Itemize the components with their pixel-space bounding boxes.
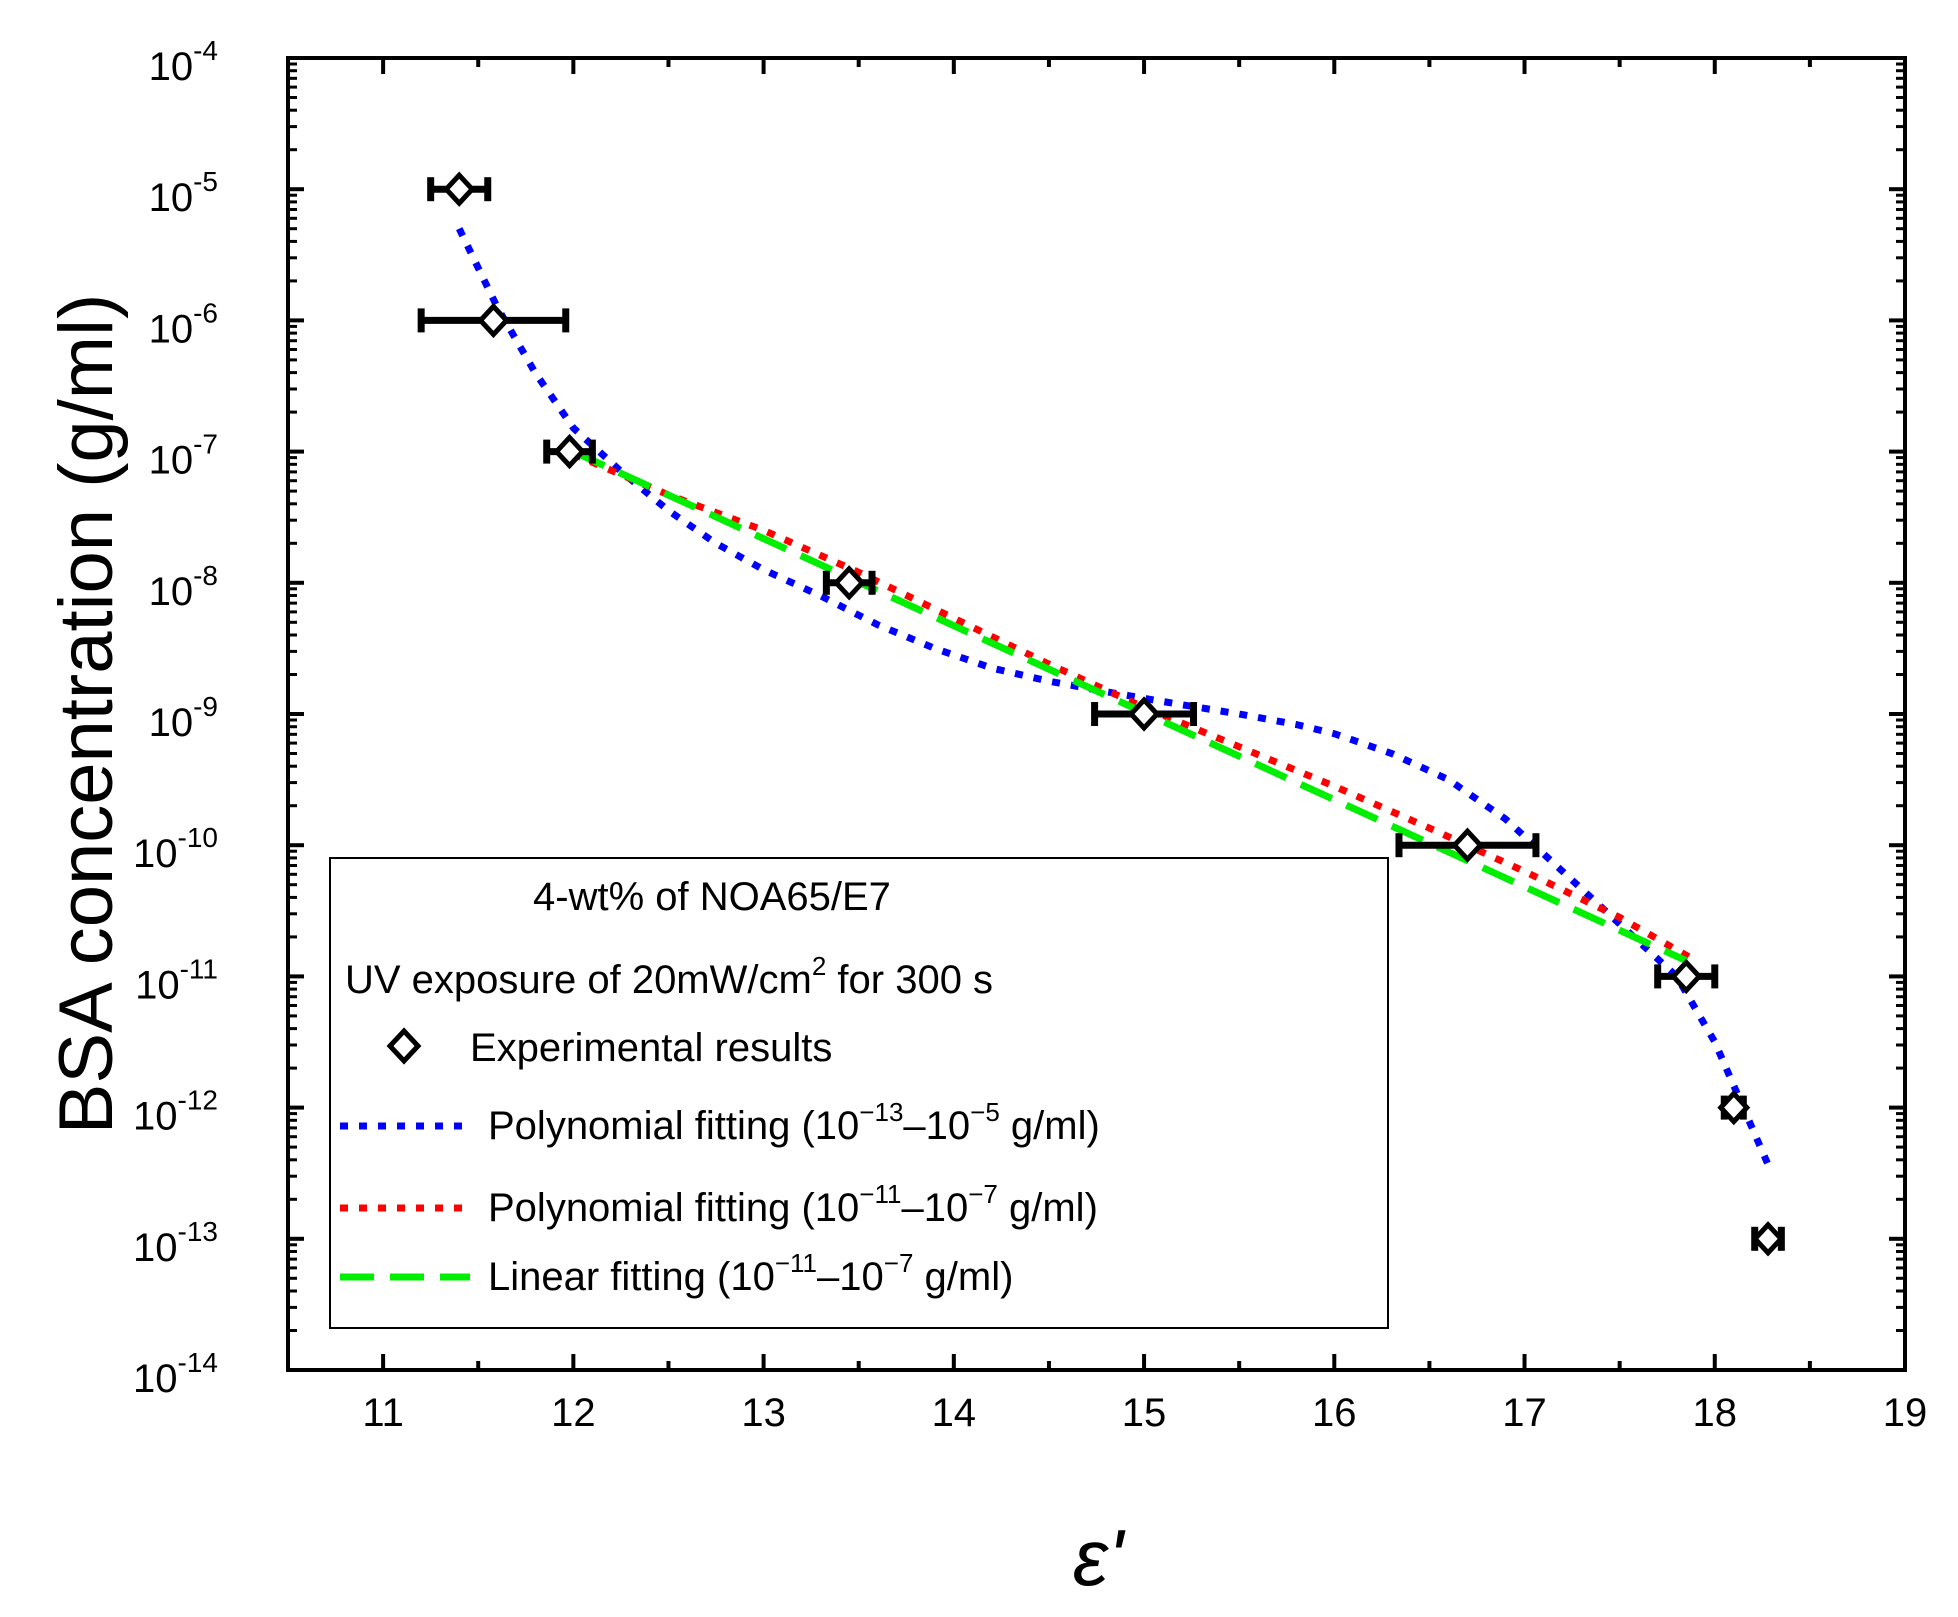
y-tick-exp: -8 [193, 560, 218, 591]
data-point-diamond [477, 302, 510, 339]
x-tick-labels: 11 12 13 14 15 16 17 18 19 [362, 1391, 1927, 1435]
y-tick-base: 10 [149, 570, 194, 614]
legend-title-2: UV exposure of 20mW/cm2 for 300 s [345, 951, 993, 1002]
y-tick-label: 10-5 [149, 166, 218, 220]
x-tick-label: 16 [1312, 1391, 1357, 1435]
data-point-diamond [442, 171, 476, 207]
y-tick-label: 10-10 [133, 822, 218, 876]
y-tick-exp: -5 [193, 166, 218, 197]
legend-label-1: Polynomial fitting (10−13–10−5 g/ml) [488, 1097, 1100, 1148]
y-tick-exp: -13 [178, 1216, 218, 1247]
y-tick-exp: -4 [193, 35, 218, 66]
x-tick-label: 11 [362, 1391, 404, 1435]
y-tick-label: 10-7 [149, 429, 218, 483]
y-tick-label: 10-4 [149, 35, 218, 89]
y-tick-exp: -11 [180, 953, 218, 984]
y-tick-label: 10-8 [149, 560, 218, 614]
y-tick-base: 10 [149, 439, 194, 483]
y-tick-base: 10 [133, 1357, 178, 1401]
data-point-diamond [1451, 827, 1484, 863]
x-tick-label: 14 [932, 1391, 977, 1435]
y-tick-base: 10 [149, 45, 194, 89]
y-tick-labels: 10-410-510-610-710-810-910-1010-1110-121… [133, 35, 218, 1401]
fit-series-1 [456, 227, 1776, 1175]
legend-label-2: Polynomial fitting (10−11–10−7 g/ml) [488, 1179, 1098, 1230]
legend-label-experimental: Experimental results [470, 1026, 832, 1070]
diamond-marker-icon [386, 1027, 422, 1065]
x-tick-label: 15 [1122, 1391, 1167, 1435]
y-tick-base: 10 [149, 176, 194, 220]
data-point-diamond [1751, 1221, 1785, 1257]
legend: 4-wt% of NOA65/E7 UV exposure of 20mW/cm… [329, 857, 1389, 1329]
y-tick-base: 10 [133, 1095, 178, 1139]
legend-label-3: Linear fitting (10−11–10−7 g/ml) [488, 1248, 1013, 1299]
y-tick-exp: -10 [178, 822, 218, 853]
y-tick-label: 10-6 [149, 297, 218, 351]
x-tick-label: 19 [1883, 1391, 1928, 1435]
fit-series-3 [571, 448, 1688, 964]
x-tick-label: 18 [1693, 1391, 1738, 1435]
plot-frame [286, 56, 1907, 1372]
x-tick-label: 13 [741, 1391, 786, 1435]
y-tick-base: 10 [133, 1226, 178, 1270]
legend-title-2-sup: 2 [812, 951, 826, 981]
legend-item-experimental: Experimental results [386, 1026, 832, 1070]
legend-title-2-post: for 300 s [826, 958, 993, 1002]
y-tick-base: 10 [135, 963, 180, 1007]
data-point-diamond [553, 433, 586, 470]
data-point-diamond [832, 565, 866, 601]
data-point-diamond [1127, 696, 1161, 732]
y-tick-exp: -6 [193, 297, 218, 328]
y-tick-label: 10-12 [133, 1085, 218, 1139]
legend-series: Polynomial fitting (10−13–10−5 g/ml) Poly… [340, 1097, 1100, 1299]
x-tick-label: 12 [551, 1391, 596, 1435]
y-tick-exp: -12 [178, 1085, 218, 1116]
legend-box [329, 857, 1389, 1329]
y-tick-label: 10-13 [133, 1216, 218, 1270]
x-tick-label: 17 [1502, 1391, 1547, 1435]
data-point-diamond [1717, 1089, 1751, 1126]
x-axis-title: ε' [1073, 1513, 1126, 1602]
y-tick-base: 10 [133, 832, 178, 876]
y-tick-base: 10 [149, 701, 194, 745]
y-tick-exp: -14 [178, 1347, 218, 1378]
y-tick-exp: -9 [193, 691, 218, 722]
y-tick-base: 10 [149, 307, 194, 351]
y-tick-exp: -7 [193, 429, 218, 460]
y-tick-label: 10-14 [133, 1347, 218, 1401]
series-layer [456, 227, 1776, 1175]
y-tick-label: 10-11 [135, 953, 218, 1007]
legend-title-1: 4-wt% of NOA65/E7 [533, 875, 891, 919]
legend-title-2-pre: UV exposure of 20mW/cm [345, 958, 812, 1002]
y-tick-label: 10-9 [149, 691, 218, 745]
data-point-diamond [1669, 958, 1703, 995]
experimental-points [417, 171, 1785, 1257]
y-axis-title: BSA concentration (g/ml) [44, 294, 129, 1135]
